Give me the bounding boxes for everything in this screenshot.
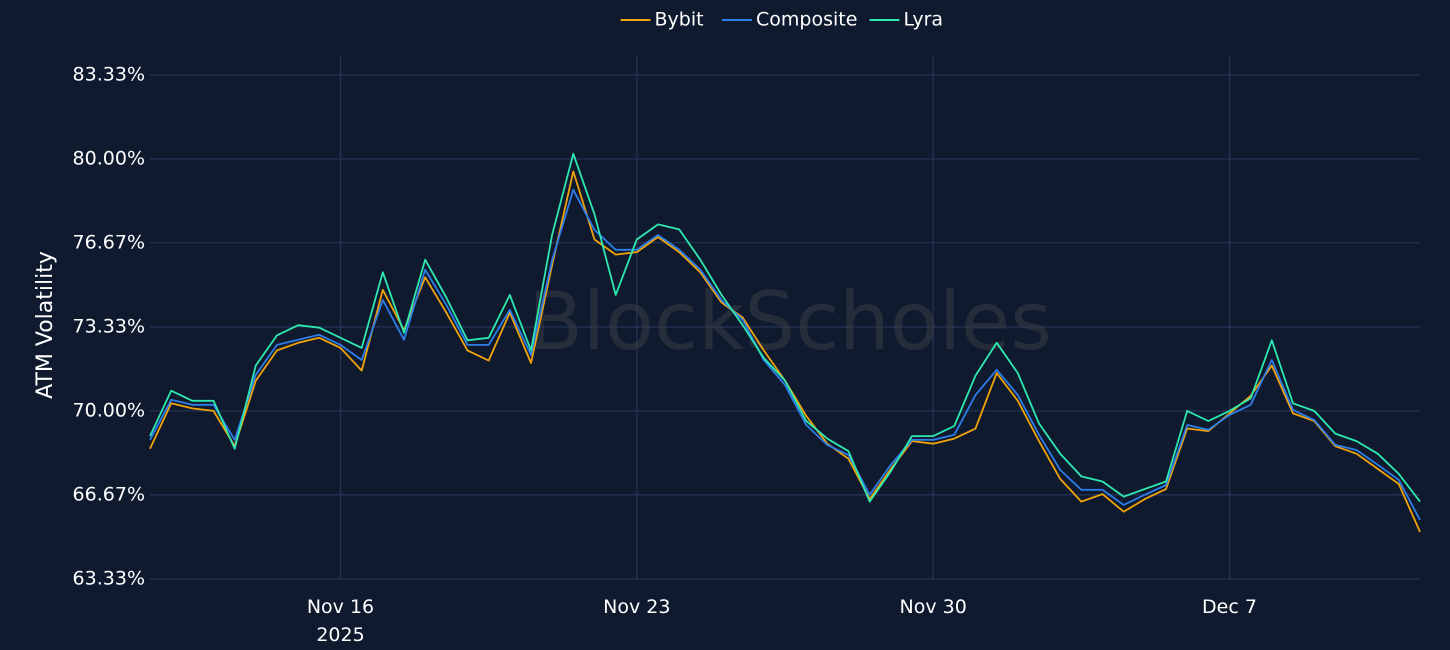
y-tick-label: 76.67% (73, 231, 145, 253)
y-tick-label: 73.33% (73, 315, 145, 337)
y-axis-title: ATM Volatility (33, 251, 58, 399)
legend-item: Lyra (869, 9, 944, 31)
x-tick-label: Dec 7 (1202, 596, 1257, 618)
series-line (149, 188, 1421, 521)
y-tick-label: 66.67% (73, 483, 145, 505)
legend-item: Bybit (620, 9, 704, 31)
y-tick-label: 83.33% (73, 63, 145, 85)
y-tick-label: 63.33% (73, 568, 145, 590)
grid (150, 55, 1420, 580)
x-tick-label: Nov 30 (900, 596, 967, 618)
legend-label: Composite (756, 9, 857, 31)
x-tick-label: Nov 16 (307, 596, 374, 618)
y-tick-label: 70.00% (73, 399, 145, 421)
legend-item: Composite (722, 9, 857, 31)
watermark: BlockScholes (528, 275, 1052, 368)
legend-label: Lyra (904, 9, 944, 31)
y-tick-label: 80.00% (73, 147, 145, 169)
x-tick-sublabel: 2025 (316, 624, 364, 646)
series-line (149, 152, 1421, 503)
legend-label: Bybit (655, 9, 704, 31)
x-tick-label: Nov 23 (603, 596, 670, 618)
